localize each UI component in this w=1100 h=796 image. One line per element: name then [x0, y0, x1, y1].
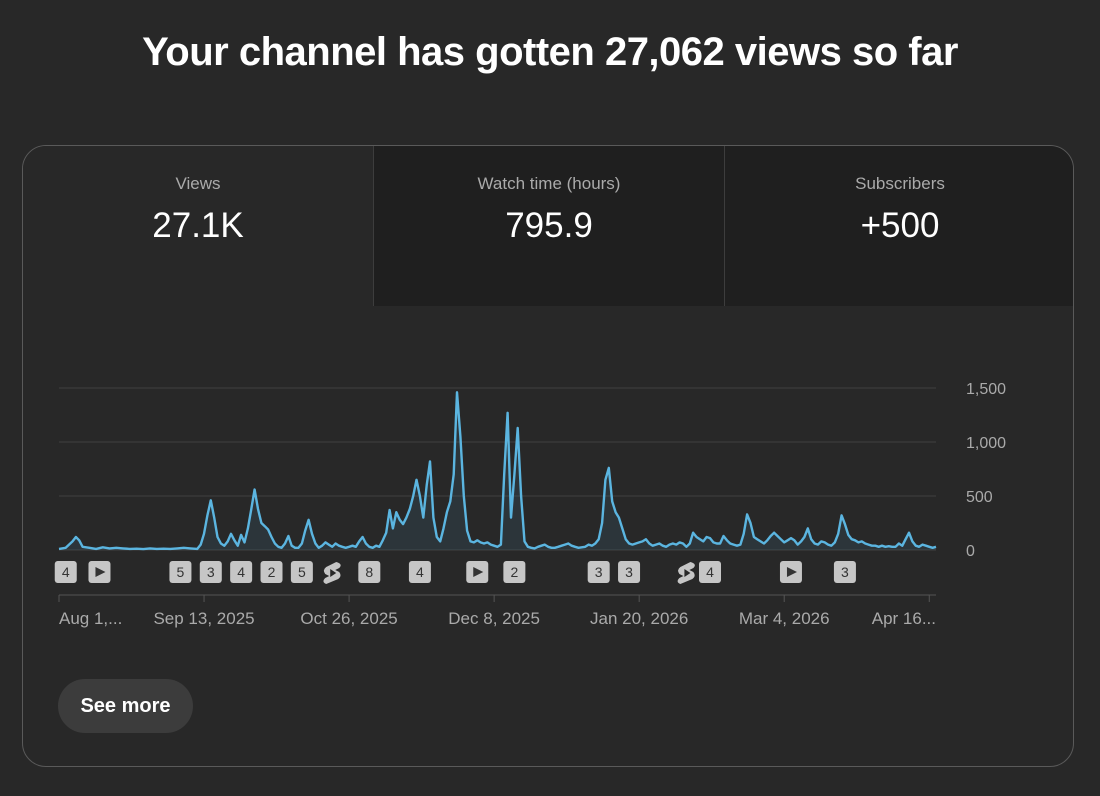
tab-watch-time[interactable]: Watch time (hours) 795.9 — [373, 146, 724, 306]
upload-count-badge[interactable] — [199, 561, 222, 583]
upload-count-label: 3 — [841, 564, 849, 580]
upload-count-label: 2 — [510, 564, 518, 580]
upload-count-label: 4 — [706, 564, 714, 580]
y-tick-label-500: 500 — [966, 489, 993, 506]
x-tick-label: Dec 8, 2025 — [448, 609, 540, 628]
page-headline: Your channel has gotten 27,062 views so … — [142, 30, 958, 74]
y-tick-label-1500: 1,500 — [966, 381, 1006, 398]
play-icon — [95, 567, 106, 577]
upload-count-badge[interactable] — [290, 561, 313, 583]
upload-count-label: 4 — [237, 564, 245, 580]
tab-subscribers-value: +500 — [860, 206, 940, 245]
shorts-marker-icon[interactable] — [677, 562, 695, 584]
play-icon — [786, 567, 797, 577]
y-tick-label-1000: 1,000 — [966, 435, 1006, 452]
tab-views-value: 27.1K — [152, 206, 244, 245]
x-tick-label: Oct 26, 2025 — [300, 609, 397, 628]
tab-views-label: Views — [175, 174, 221, 193]
shorts-play-glyph — [684, 569, 691, 577]
shorts-marker-icon[interactable] — [323, 562, 341, 584]
upload-count-label: 2 — [268, 564, 276, 580]
upload-count-label: 8 — [365, 564, 373, 580]
views-line — [58, 391, 937, 551]
upload-count-badge[interactable] — [169, 561, 192, 583]
y-tick-label-0: 0 — [966, 543, 975, 560]
upload-count-badge[interactable] — [408, 561, 431, 583]
upload-count-badge[interactable] — [503, 561, 526, 583]
tab-subscribers[interactable]: Subscribers +500 — [724, 146, 1073, 306]
upload-count-badge[interactable] — [358, 561, 381, 583]
analytics-card: Views 27.1K Watch time (hours) 795.9 Sub… — [22, 145, 1074, 767]
upload-count-label: 4 — [416, 564, 424, 580]
tab-views[interactable]: Views 27.1K — [23, 146, 373, 306]
tab-watch-time-value: 795.9 — [505, 206, 593, 245]
upload-count-label: 5 — [177, 564, 185, 580]
upload-count-label: 5 — [298, 564, 306, 580]
upload-count-badge[interactable] — [587, 561, 610, 583]
x-tick-label: Sep 13, 2025 — [153, 609, 254, 628]
views-chart: 0 500 1,000 1,500 4 5 3 4 2 5 8 4 2 3 3 4 3 Aug 1,... Sep … — [54, 381, 1006, 628]
x-tick-label: Jan 20, 2026 — [590, 609, 688, 628]
upload-count-badge[interactable] — [618, 561, 641, 583]
upload-count-badge[interactable] — [833, 561, 856, 583]
x-tick-label: Apr 16... — [872, 609, 936, 628]
upload-count-badge[interactable] — [260, 561, 283, 583]
play-icon — [473, 567, 484, 577]
see-more-button[interactable]: See more — [58, 679, 193, 733]
upload-count-label: 4 — [62, 564, 70, 580]
x-tick-label: Aug 1,... — [59, 609, 122, 628]
upload-count-badge[interactable] — [230, 561, 253, 583]
shorts-play-glyph — [330, 569, 337, 577]
tab-subscribers-label: Subscribers — [855, 174, 945, 193]
tab-watch-time-label: Watch time (hours) — [477, 174, 621, 193]
metric-tabs: Views 27.1K Watch time (hours) 795.9 Sub… — [23, 146, 1073, 306]
views-area — [59, 392, 936, 550]
upload-count-label: 3 — [207, 564, 215, 580]
upload-count-badge[interactable] — [54, 561, 77, 583]
upload-count-label: 3 — [595, 564, 603, 580]
upload-count-badge[interactable] — [699, 561, 722, 583]
upload-count-label: 3 — [625, 564, 633, 580]
x-tick-label: Mar 4, 2026 — [739, 609, 830, 628]
